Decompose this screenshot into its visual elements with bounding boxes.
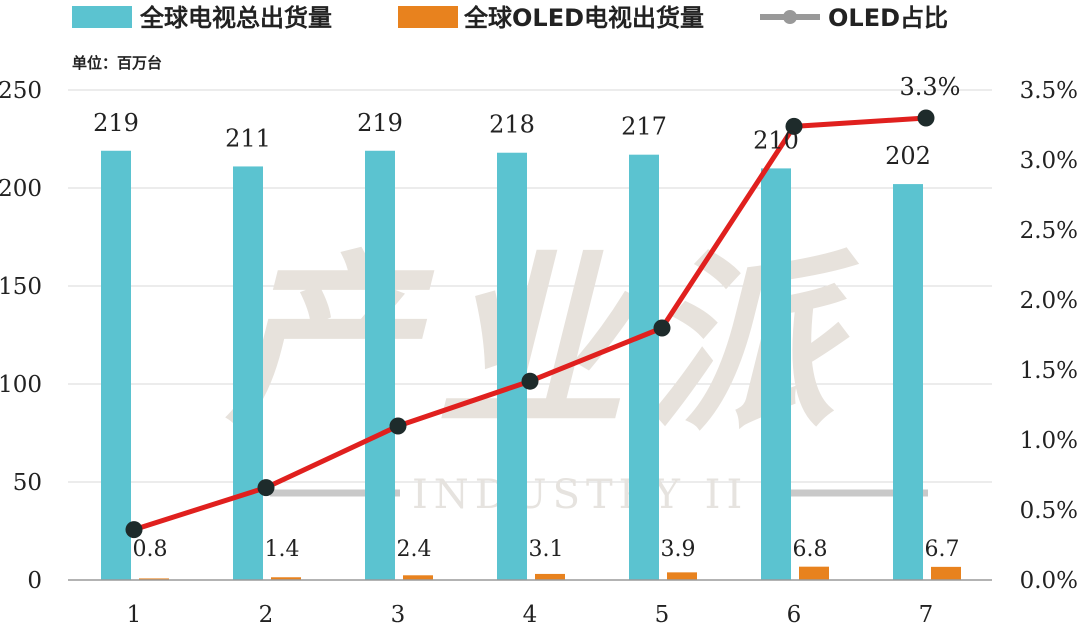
bar-tv-total <box>101 150 131 580</box>
oled-share-marker <box>917 109 935 127</box>
x-axis-tick-label: 2 <box>259 602 274 626</box>
data-label-tv-total: 211 <box>225 124 271 152</box>
data-label-tv-total: 218 <box>489 111 535 139</box>
legend-marker-oled-share <box>783 10 797 24</box>
data-label-oled-tv: 1.4 <box>265 537 300 562</box>
legend-label-oled-share: OLED占比 <box>828 4 948 32</box>
bar-oled-tv <box>799 566 829 580</box>
bar-oled-tv <box>667 572 697 580</box>
x-axis-tick-label: 1 <box>127 602 142 626</box>
x-axis-tick-label: 5 <box>655 602 670 626</box>
bar-oled-tv <box>931 566 961 580</box>
data-label-tv-total: 202 <box>885 142 931 170</box>
right-axis-tick-label: 2.0% <box>1020 288 1078 314</box>
left-axis-tick-label: 0 <box>27 568 42 594</box>
x-axis-tick-label: 3 <box>391 602 406 626</box>
left-axis-tick-label: 250 <box>0 78 42 104</box>
legend: 全球电视总出货量 全球OLED电视出货量 OLED占比 <box>72 4 948 32</box>
bar-tv-total <box>629 154 659 580</box>
legend-swatch-tv-total <box>72 6 132 28</box>
left-axis-tick-label: 200 <box>0 176 42 202</box>
axes: 0 50 100 150 200 250 0.0% 0.5% 1.0% 1.5% 2.0% 2.5% 3… <box>0 78 1078 626</box>
data-label-oled-tv: 3.9 <box>661 537 696 562</box>
bar-oled-tv <box>139 578 169 580</box>
oled-share-line <box>125 109 935 539</box>
x-axis-tick-label: 4 <box>523 602 538 626</box>
right-axis-tick-label: 0.0% <box>1020 568 1078 594</box>
legend-swatch-oled-tv <box>398 6 458 28</box>
oled-share-marker <box>785 117 803 135</box>
oled-share-marker <box>389 417 407 435</box>
oled-share-marker <box>257 479 275 497</box>
data-label-tv-total: 217 <box>621 113 667 141</box>
right-axis-tick-label: 1.0% <box>1020 428 1078 454</box>
left-axis-tick-label: 150 <box>0 274 42 300</box>
data-label-tv-total: 219 <box>357 109 403 137</box>
data-label-oled-tv: 3.1 <box>529 537 564 562</box>
bar-tv-total <box>365 150 395 580</box>
unit-label: 单位：百万台 <box>72 54 162 72</box>
data-label-oled-tv: 6.7 <box>925 537 960 562</box>
bars <box>101 150 961 580</box>
data-label-oled-tv: 0.8 <box>133 537 168 562</box>
bar-tv-total <box>233 166 263 580</box>
bar-tv-total <box>761 168 791 580</box>
legend-label-oled-tv: 全球OLED电视出货量 <box>463 4 704 32</box>
oled-share-marker <box>521 372 539 390</box>
data-label-tv-total: 219 <box>93 109 139 137</box>
watermark-sub-text: INDUSTRY II <box>412 472 748 518</box>
bar-tv-total <box>893 184 923 580</box>
right-axis-tick-label: 3.5% <box>1020 78 1078 104</box>
data-label-oled-share-last: 3.3% <box>900 73 961 101</box>
bar-oled-tv <box>403 575 433 580</box>
right-axis-tick-label: 0.5% <box>1020 498 1078 524</box>
x-axis-tick-label: 6 <box>787 602 802 626</box>
oled-share-marker <box>653 319 671 337</box>
data-label-tv-total: 210 <box>753 126 799 154</box>
left-axis-tick-label: 50 <box>13 470 42 496</box>
bar-oled-tv <box>535 573 565 580</box>
data-label-oled-tv: 2.4 <box>397 537 432 562</box>
data-labels: 219 211 219 218 217 210 202 0.8 1.4 2.4 3.1 3.9 6.8 6… <box>93 73 960 562</box>
bar-tv-total <box>497 152 527 580</box>
bar-oled-tv <box>271 577 301 580</box>
right-axis-tick-label: 3.0% <box>1020 148 1078 174</box>
x-axis-tick-label: 7 <box>919 602 934 626</box>
left-axis-tick-label: 100 <box>0 372 42 398</box>
watermark-main-text: 产业派 <box>225 234 860 455</box>
right-axis-tick-label: 1.5% <box>1020 358 1078 384</box>
oled-share-marker <box>125 521 143 539</box>
right-axis-tick-label: 2.5% <box>1020 218 1078 244</box>
data-label-oled-tv: 6.8 <box>793 537 828 562</box>
watermark: 产业派 INDUSTRY II <box>225 234 928 518</box>
legend-label-tv-total: 全球电视总出货量 <box>139 4 332 32</box>
